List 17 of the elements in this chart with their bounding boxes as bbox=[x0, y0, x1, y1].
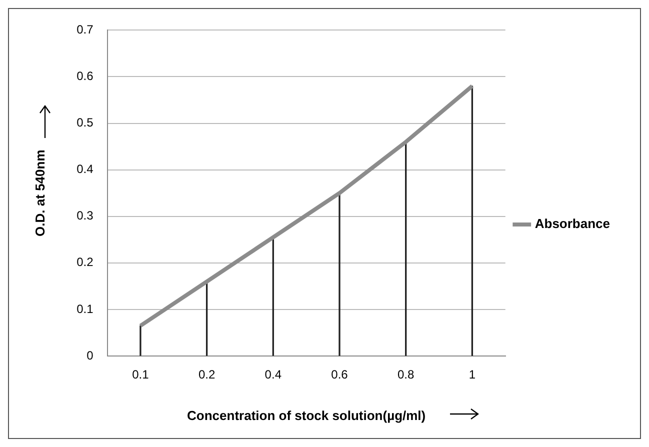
y-axis-title: O.D. at 540nm bbox=[32, 150, 48, 236]
x-tick-label: 0.2 bbox=[198, 368, 216, 382]
x-tick-label: 0.8 bbox=[398, 368, 415, 382]
x-axis-title: Concentration of stock solution(µg/ml) bbox=[187, 408, 426, 423]
legend-label: Absorbance bbox=[534, 216, 610, 232]
y-tick-label: 0.1 bbox=[76, 302, 94, 316]
x-tick-label: 0.6 bbox=[331, 368, 348, 382]
y-tick-label: 0.6 bbox=[76, 69, 94, 84]
y-tick-label: 0.7 bbox=[76, 22, 94, 37]
y-tick-label: 0.3 bbox=[76, 208, 94, 223]
x-tick-label: 1 bbox=[468, 368, 476, 382]
y-tick-label: 0.4 bbox=[76, 162, 94, 176]
y-tick-label: 0.5 bbox=[76, 116, 94, 130]
x-tick-label: 0.4 bbox=[264, 368, 282, 382]
y-tick-label: 0.2 bbox=[76, 255, 94, 270]
y-tick-label: 0 bbox=[86, 348, 94, 362]
x-tick-label: 0.1 bbox=[132, 368, 150, 382]
